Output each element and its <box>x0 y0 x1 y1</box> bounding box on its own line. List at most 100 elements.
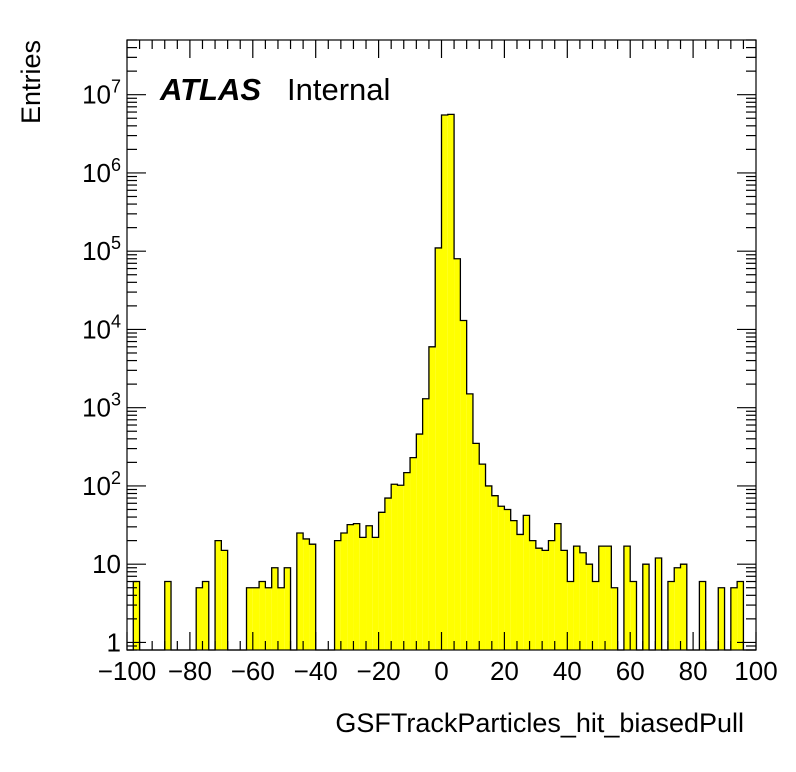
x-tick-label: 20 <box>490 656 519 686</box>
histogram-bin <box>196 587 203 650</box>
histogram-bin <box>334 540 341 650</box>
x-tick-label: −100 <box>98 656 157 686</box>
histogram-bin <box>737 581 744 650</box>
x-tick-label: −20 <box>357 656 401 686</box>
histogram-bin <box>466 393 473 650</box>
x-tick-label: 80 <box>679 656 708 686</box>
histogram-bin <box>384 498 392 650</box>
x-tick-labels: −100 −80 −60 −40 −20 0 20 40 60 80 100 <box>98 656 778 686</box>
histogram-bin <box>504 509 511 650</box>
histogram-bin <box>164 581 172 650</box>
histogram-bin <box>579 552 587 650</box>
histogram-bin <box>397 485 404 650</box>
histogram-bin <box>284 567 291 650</box>
histogram-bin <box>133 581 140 650</box>
histogram-bin <box>479 464 486 650</box>
histogram-bin <box>410 457 417 650</box>
histogram-bin <box>416 434 423 650</box>
histogram-bin <box>403 472 411 650</box>
histogram-bin <box>391 484 398 650</box>
x-tick-label: −60 <box>231 656 275 686</box>
histogram-bin <box>573 546 580 650</box>
y-tick-label: 10 <box>92 549 121 579</box>
x-tick-label: −40 <box>294 656 338 686</box>
histogram-bin <box>265 587 272 650</box>
histogram-bin <box>554 523 562 650</box>
histogram-bin <box>592 581 599 650</box>
histogram-bars <box>127 113 756 651</box>
histogram-bin <box>271 567 278 650</box>
histogram-bin <box>472 443 480 650</box>
histogram-bin <box>428 346 436 650</box>
histogram-bin <box>730 587 738 650</box>
histogram-bin <box>674 567 681 650</box>
histogram-bin <box>296 533 304 650</box>
histogram-bin <box>718 587 725 650</box>
y-tick-label: 104 <box>82 311 121 344</box>
histogram-bin <box>215 540 222 650</box>
histogram-bin <box>340 533 348 650</box>
histogram-bin <box>441 115 448 650</box>
y-tick-label: 107 <box>82 77 121 110</box>
y-tick-labels: 1 10 102 103 104 105 106 107 <box>82 77 121 658</box>
x-tick-label: 40 <box>553 656 582 686</box>
histogram-bin <box>303 538 310 650</box>
histogram-bin <box>667 581 675 650</box>
x-tick-label: 60 <box>616 656 645 686</box>
x-axis-title: GSFTrackParticles_hit_biasedPull <box>335 708 744 738</box>
y-tick-label: 106 <box>82 155 121 188</box>
histogram-bin <box>435 247 442 650</box>
histogram-bin <box>567 581 574 650</box>
histogram-bin <box>510 520 517 650</box>
y-tick-label: 105 <box>82 233 121 266</box>
histogram-bin <box>561 550 568 650</box>
atlas-label: ATLAS <box>159 72 261 107</box>
y-axis-title: Entries <box>16 40 46 124</box>
y-tick-label: 103 <box>82 390 121 423</box>
histogram-bin <box>680 564 687 650</box>
histogram-bin <box>605 546 612 650</box>
histogram-bin <box>259 581 266 650</box>
histogram-bin <box>378 512 385 650</box>
histogram-bin <box>699 581 706 650</box>
histogram-bin <box>523 515 530 650</box>
histogram-bin <box>454 258 461 650</box>
histogram-bin <box>516 534 524 650</box>
histogram-bin <box>353 523 360 650</box>
histogram-bin <box>535 548 543 650</box>
histogram-bin <box>630 581 637 650</box>
y-tick-label: 102 <box>82 468 121 501</box>
histogram-bin <box>529 540 536 650</box>
histogram-bin <box>221 550 228 650</box>
axis-ticks <box>126 39 757 651</box>
histogram-bin <box>611 587 618 650</box>
y-tick-label: 1 <box>107 627 121 657</box>
histogram-bin <box>642 564 650 650</box>
histogram-bin <box>202 581 209 650</box>
histogram-bin <box>252 587 260 650</box>
x-tick-label: 0 <box>434 656 448 686</box>
histogram-bin <box>498 506 505 650</box>
plot-frame <box>126 39 757 651</box>
histogram-bin <box>372 537 379 650</box>
histogram-bin <box>598 546 606 650</box>
histogram-bin <box>586 564 593 650</box>
histogram-outline <box>127 113 756 651</box>
histogram-bin <box>246 587 253 650</box>
histogram-bin <box>460 320 467 650</box>
histogram-bin <box>623 546 631 650</box>
histogram-bin <box>359 537 367 650</box>
histogram-bin <box>491 495 499 650</box>
histogram-bin <box>655 557 662 650</box>
histogram-bin <box>277 587 285 650</box>
histogram-bin <box>447 114 455 650</box>
internal-label: Internal <box>287 72 390 107</box>
histogram-bin <box>347 524 354 650</box>
histogram-bin <box>366 525 373 650</box>
histogram-bin <box>309 544 316 650</box>
histogram-bin <box>422 398 429 650</box>
histogram-bin <box>548 540 555 650</box>
histogram-bin <box>542 550 549 650</box>
histogram-bin <box>485 485 492 650</box>
